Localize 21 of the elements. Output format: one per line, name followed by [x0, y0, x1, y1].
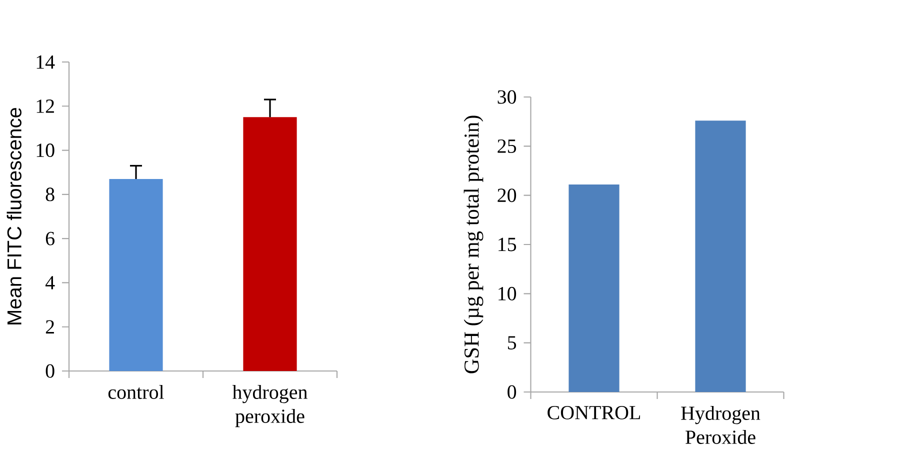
y-axis-title: GSH (µg per mg total protein) [464, 116, 484, 374]
y-tick-label: 30 [498, 90, 516, 104]
y-tick-label: 5 [508, 336, 516, 350]
y-tick-label: 10 [498, 286, 516, 300]
y-tick-label: 6 [46, 232, 54, 246]
x-tick-label: Hydrogen Peroxide [681, 406, 760, 444]
y-tick-label: 20 [498, 188, 516, 202]
y-tick-label: 4 [45, 276, 55, 290]
x-tick-label: CONTROL [548, 406, 640, 420]
y-tick-label: 15 [498, 238, 516, 252]
y-tick-label: 0 [46, 364, 54, 378]
y-tick-label: 0 [508, 385, 516, 399]
y-tick-label: 14 [36, 55, 55, 69]
x-tick-label: control [108, 384, 164, 399]
y-tick-label: 25 [498, 139, 516, 153]
y-tick-label: 8 [46, 188, 54, 202]
y-tick-label: 2 [46, 320, 54, 334]
x-tick-label: hydrogen peroxide [232, 384, 308, 428]
y-tick-label: 10 [36, 144, 54, 158]
y-axis-title: Mean FITC fluorescence [6, 108, 22, 324]
y-tick-label: 12 [36, 100, 54, 113]
